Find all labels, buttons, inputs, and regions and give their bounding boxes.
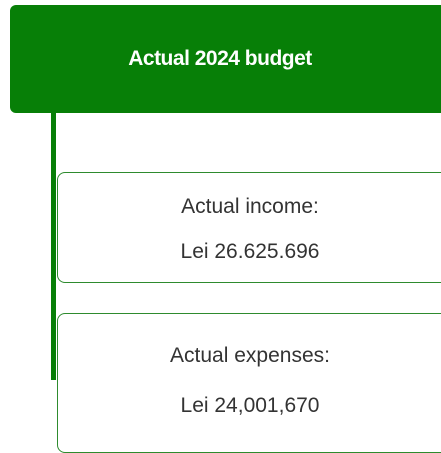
header-title: Actual 2024 budget (128, 47, 312, 70)
diagram: {"title": "Actual 2024 budget", "items":… (10, 5, 441, 453)
connector-line (51, 113, 56, 380)
expenses-card: Actual expenses: Lei 24,001,670 (57, 313, 441, 453)
card-value: Lei 26.625.696 (180, 240, 320, 263)
card-value: Lei 24,001,670 (180, 394, 320, 417)
card-label: Actual income: (181, 195, 319, 218)
header-box: Actual 2024 budget (10, 5, 441, 113)
card-label: Actual expenses: (170, 344, 330, 367)
income-card: Actual income: Lei 26.625.696 (57, 172, 441, 283)
